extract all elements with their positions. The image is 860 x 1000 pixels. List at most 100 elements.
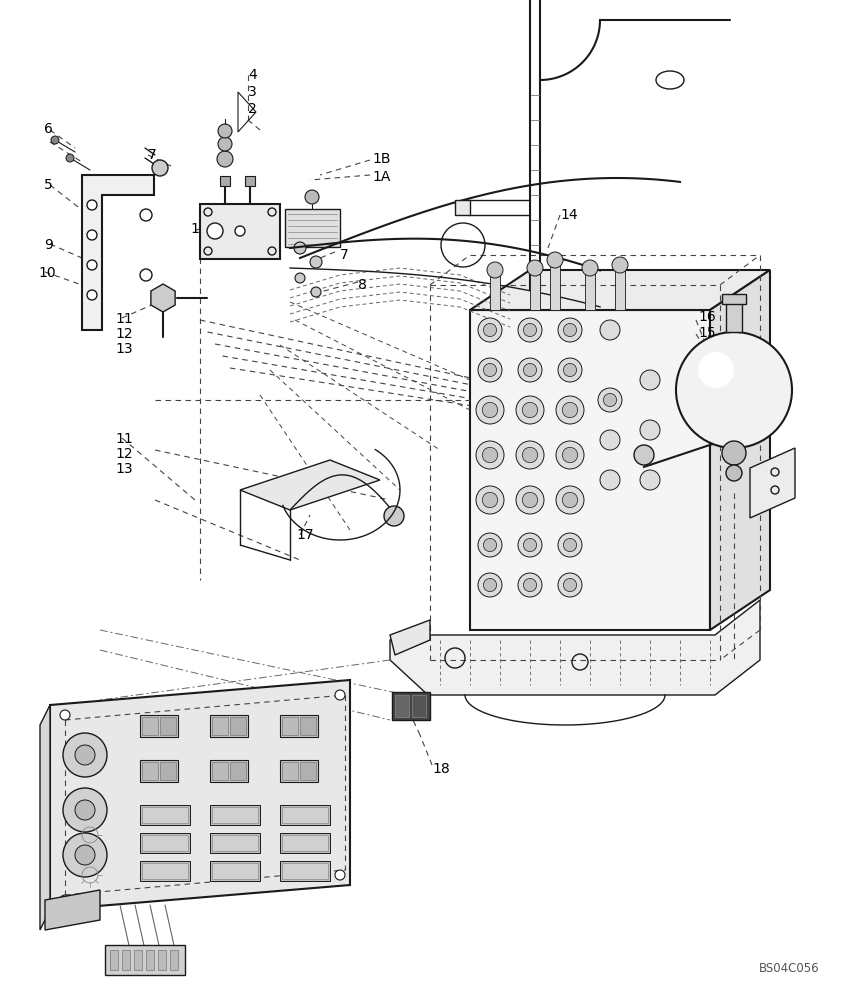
Circle shape: [483, 538, 496, 552]
Circle shape: [516, 486, 544, 514]
Bar: [210, 833, 260, 853]
Bar: [140, 715, 178, 737]
Circle shape: [556, 486, 584, 514]
Polygon shape: [470, 270, 770, 310]
Text: 5: 5: [44, 178, 52, 192]
Polygon shape: [150, 284, 175, 312]
Circle shape: [87, 200, 97, 210]
Text: 18: 18: [432, 762, 450, 776]
Bar: [140, 861, 190, 881]
Polygon shape: [710, 270, 770, 630]
Bar: [212, 717, 228, 735]
Polygon shape: [82, 175, 154, 330]
Text: 13: 13: [115, 462, 132, 476]
Circle shape: [563, 323, 576, 337]
Circle shape: [310, 256, 322, 268]
Circle shape: [478, 573, 502, 597]
Circle shape: [75, 845, 95, 865]
Circle shape: [556, 441, 584, 469]
Text: 12: 12: [115, 327, 132, 341]
Bar: [212, 807, 258, 823]
Bar: [230, 717, 246, 735]
Bar: [280, 760, 318, 782]
Bar: [722, 294, 746, 304]
Bar: [140, 760, 178, 782]
Bar: [490, 270, 500, 310]
Bar: [105, 945, 185, 975]
Circle shape: [524, 323, 537, 337]
Bar: [300, 717, 316, 735]
Circle shape: [604, 393, 617, 407]
Circle shape: [476, 441, 504, 469]
Polygon shape: [240, 460, 380, 510]
Circle shape: [518, 358, 542, 382]
Bar: [285, 209, 340, 247]
Circle shape: [640, 470, 660, 490]
Bar: [210, 760, 248, 782]
Polygon shape: [390, 620, 430, 655]
Bar: [158, 950, 166, 970]
Circle shape: [582, 260, 598, 276]
Circle shape: [562, 447, 578, 463]
Bar: [210, 715, 248, 737]
Text: 8: 8: [358, 278, 367, 292]
Circle shape: [634, 445, 654, 465]
Bar: [530, 268, 540, 310]
Text: 1: 1: [190, 222, 199, 236]
Circle shape: [482, 402, 498, 418]
Bar: [134, 950, 142, 970]
Circle shape: [63, 833, 107, 877]
Bar: [170, 950, 178, 970]
Text: 17: 17: [296, 528, 314, 542]
Text: 11: 11: [115, 432, 132, 446]
Bar: [550, 260, 560, 310]
Circle shape: [562, 402, 578, 418]
Circle shape: [563, 538, 576, 552]
Polygon shape: [750, 448, 795, 518]
Circle shape: [726, 465, 742, 481]
Bar: [160, 717, 176, 735]
Circle shape: [87, 230, 97, 240]
Circle shape: [294, 242, 306, 254]
Text: 9: 9: [44, 238, 52, 252]
Circle shape: [722, 441, 746, 465]
Bar: [282, 835, 328, 851]
Circle shape: [600, 430, 620, 450]
Circle shape: [558, 573, 582, 597]
Text: BS04C056: BS04C056: [759, 962, 820, 975]
Circle shape: [676, 332, 792, 448]
Circle shape: [207, 223, 223, 239]
Circle shape: [311, 287, 321, 297]
Bar: [142, 835, 188, 851]
Circle shape: [478, 318, 502, 342]
Circle shape: [558, 318, 582, 342]
Circle shape: [482, 492, 498, 508]
Bar: [282, 717, 298, 735]
Bar: [212, 835, 258, 851]
Circle shape: [558, 533, 582, 557]
Circle shape: [527, 260, 543, 276]
Circle shape: [698, 352, 734, 388]
Text: 10: 10: [38, 266, 56, 280]
Circle shape: [562, 492, 578, 508]
Bar: [140, 805, 190, 825]
Bar: [615, 265, 625, 310]
Bar: [142, 863, 188, 879]
Bar: [230, 762, 246, 780]
Circle shape: [518, 318, 542, 342]
Polygon shape: [50, 680, 350, 910]
Text: 12: 12: [115, 447, 132, 461]
Circle shape: [516, 396, 544, 424]
Bar: [726, 302, 742, 332]
Bar: [220, 176, 230, 186]
Circle shape: [640, 420, 660, 440]
Circle shape: [522, 402, 538, 418]
Circle shape: [218, 124, 232, 138]
Circle shape: [384, 506, 404, 526]
Circle shape: [305, 190, 319, 204]
Circle shape: [483, 578, 496, 592]
Text: 6: 6: [44, 122, 52, 136]
Bar: [142, 807, 188, 823]
Circle shape: [235, 226, 245, 236]
Circle shape: [335, 690, 345, 700]
